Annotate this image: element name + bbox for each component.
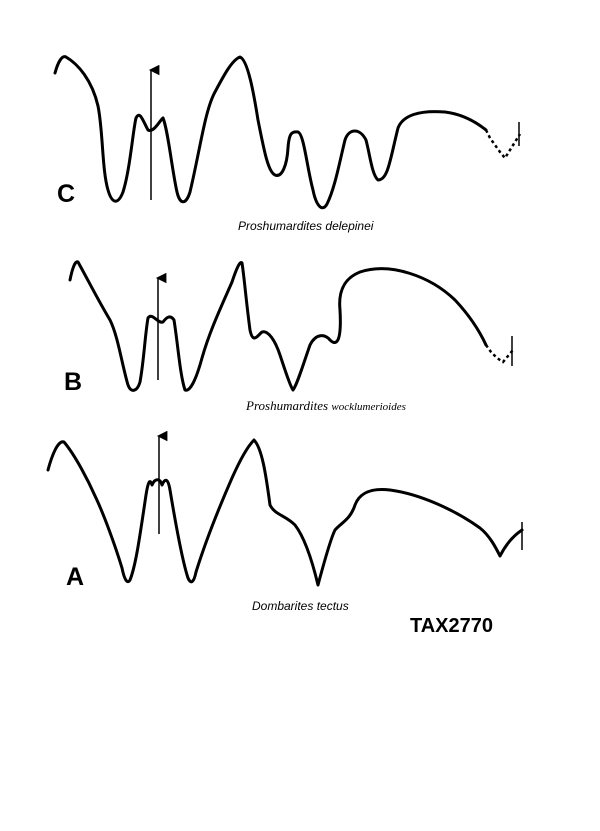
panel-c: C Proshumardites delepinei xyxy=(53,55,522,233)
species-epithet-b: wocklumerioides xyxy=(331,401,406,413)
species-label-b: Proshumardites wocklumerioides xyxy=(245,398,406,413)
panel-letter-a: A xyxy=(66,563,84,591)
panel-letter-c: C xyxy=(57,180,75,208)
species-genus-c: Proshumardites xyxy=(238,219,322,233)
suture-dashed-end-c xyxy=(484,129,522,161)
figure-code: TAX2770 xyxy=(410,615,493,637)
species-epithet-a: tectus xyxy=(317,599,349,613)
species-label-c: Proshumardites delepinei xyxy=(238,219,374,233)
suture-line-a xyxy=(46,438,524,587)
panel-letter-b: B xyxy=(64,368,82,396)
species-genus-b: Proshumardites xyxy=(245,398,328,413)
panel-a: A Dombarites tectus xyxy=(46,430,524,613)
species-epithet-c: delepinei xyxy=(325,219,373,233)
species-genus-a: Dombarites xyxy=(252,599,313,613)
suture-line-c xyxy=(53,55,488,210)
species-label-a: Dombarites tectus xyxy=(252,599,349,613)
panel-b: B Proshumardites wocklumerioides xyxy=(64,260,514,413)
suture-line-b xyxy=(68,260,488,392)
suture-dashed-end-b xyxy=(484,344,514,364)
